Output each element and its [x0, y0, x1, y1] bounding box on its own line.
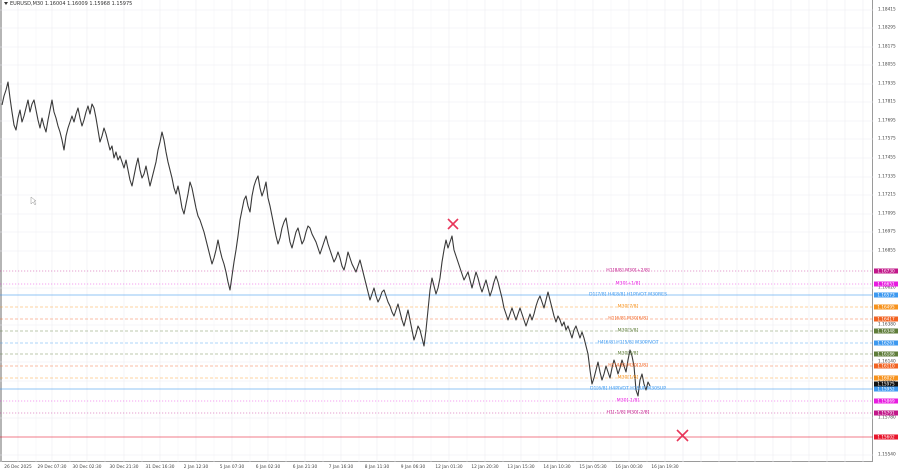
- time-tick-label: 31 Dec 16:30: [145, 465, 175, 470]
- time-tick-label: 30 Dec 21:30: [109, 465, 139, 470]
- price-tag: 1.16730: [874, 268, 898, 274]
- plot-area[interactable]: [0, 0, 873, 462]
- level-label: D1[6/8] H4PIVOT H1SUP M30SUP: [589, 386, 667, 392]
- price-tick-label: 1.18055: [878, 62, 896, 68]
- time-tick-label: 7 Jan 16:30: [328, 465, 354, 470]
- price-tag: 1.15952: [874, 386, 898, 392]
- level-label: M30[3/8]: [617, 351, 639, 357]
- time-tick-label: 29 Dec 07:30: [37, 465, 67, 470]
- price-tag: 1.15791: [874, 410, 898, 416]
- price-tick-label: 1.15540: [878, 452, 896, 458]
- time-tick-label: 14 Jan 10:30: [543, 465, 571, 470]
- price-tag: 1.16417: [874, 316, 898, 322]
- price-tag: 1.16110: [874, 363, 898, 369]
- price-tick-label: 1.16620: [878, 285, 896, 291]
- level-label: H1[-1/8] M30[-2/8]: [606, 410, 650, 416]
- symbol-header: EURUSD,M30 1.16004 1.16009 1.15968 1.159…: [4, 1, 132, 7]
- price-tick-label: 1.17455: [878, 155, 896, 161]
- time-tick-label: 8 Jan 11:30: [364, 465, 390, 470]
- price-tag: 1.16495: [874, 304, 898, 310]
- price-line: [1, 81, 651, 397]
- time-tick-label: 26 Dec 2025: [4, 465, 32, 470]
- price-tick-label: 1.16855: [878, 248, 896, 254]
- level-label: D1[7/8] H4[8/8] H1PIVOT M30RES: [589, 292, 667, 298]
- grid: [0, 0, 873, 462]
- left-border: [0, 0, 2, 462]
- price-tick-label: 1.17215: [878, 192, 896, 198]
- time-tick-label: 30 Dec 02:30: [72, 465, 102, 470]
- price-tick-label: 1.18295: [878, 25, 896, 31]
- level-label: H1[8/8] M30[+2/8]: [606, 268, 650, 274]
- time-tick-label: 6 Jan 21:30: [292, 465, 318, 470]
- price-tick-label: 1.18175: [878, 44, 896, 50]
- price-tick-label: 1.16380: [878, 322, 896, 328]
- price-tick-label: 1.18415: [878, 7, 896, 13]
- price-tag: 1.15869: [874, 398, 898, 404]
- level-label: M30[-1/8]: [616, 398, 640, 404]
- price-tag: 1.16348: [874, 328, 898, 334]
- price-tag: 1.16261: [874, 340, 898, 346]
- level-label: M30[1/8]: [617, 375, 639, 381]
- price-tag: 1.16027: [874, 375, 898, 381]
- price-tick-label: 1.17575: [878, 136, 896, 142]
- price-tag: 1.16573: [874, 292, 898, 298]
- price-tag: 1.15602: [874, 434, 898, 440]
- time-tick-label: 12 Jan 20:30: [471, 465, 499, 470]
- price-tag: 1.15975: [874, 381, 898, 387]
- price-tick-label: 1.16975: [878, 229, 896, 235]
- price-tick-label: 1.16140: [878, 359, 896, 365]
- price-tick-label: 1.17335: [878, 174, 896, 180]
- price-tick-label: 1.17095: [878, 211, 896, 217]
- price-tick-label: 1.17695: [878, 118, 896, 124]
- level-label: H1[4/8] M30[2/8]: [608, 363, 648, 369]
- price-tick-label: 1.17815: [878, 99, 896, 105]
- level-label: H1[6/8] M30[6/8]: [608, 316, 648, 322]
- price-tag: 1.16186: [874, 351, 898, 357]
- time-tick-label: 15 Jan 05:30: [579, 465, 607, 470]
- x-marker-icon: [676, 429, 689, 442]
- symbol-header-text: EURUSD,M30 1.16004 1.16009 1.15968 1.159…: [10, 1, 133, 7]
- time-tick-label: 2 Jan 12:30: [183, 465, 209, 470]
- level-lines: [0, 270, 873, 438]
- time-tick-label: 16 Jan 00:30: [615, 465, 643, 470]
- time-tick-label: 5 Jan 07:30: [219, 465, 245, 470]
- dropdown-triangle-icon[interactable]: [4, 2, 8, 5]
- time-tick-label: 9 Jan 06:30: [400, 465, 426, 470]
- level-label: H4[6/8] H1[5/8] M30PIVOT: [597, 340, 659, 346]
- time-tick-label: 12 Jan 01:30: [435, 465, 463, 470]
- price-tick-label: 1.17935: [878, 81, 896, 87]
- level-label: M30[+1/8]: [615, 281, 641, 287]
- level-label: M30[7/8]: [617, 304, 639, 310]
- price-tag: 1.16651: [874, 281, 898, 287]
- x-marker-icon: [447, 218, 459, 230]
- mouse-cursor-icon: [30, 196, 37, 206]
- price-tick-label: 1.15780: [878, 415, 896, 421]
- level-label: M30[5/8]: [617, 328, 639, 334]
- price-tick-label: 1.16020: [878, 379, 896, 384]
- time-tick-label: 13 Jan 15:30: [507, 465, 535, 470]
- time-tick-label: 6 Jan 02:30: [255, 465, 281, 470]
- time-tick-label: 16 Jan 19:30: [651, 465, 679, 470]
